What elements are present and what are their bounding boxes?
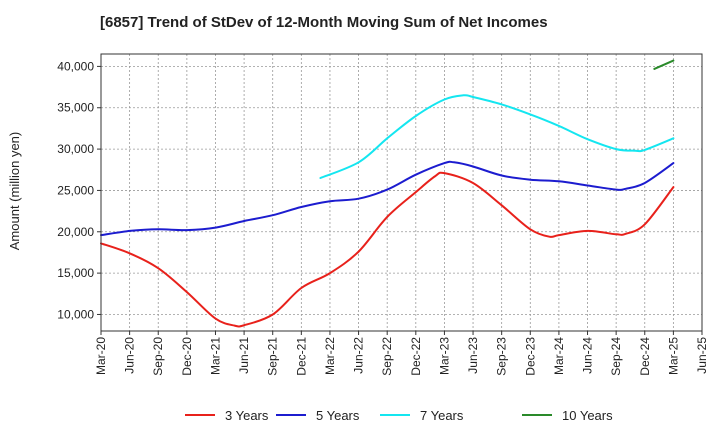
x-tick-label: Jun-20: [123, 337, 137, 374]
series-line-3-years: [100, 171, 675, 328]
x-tick-label: Dec-20: [180, 337, 194, 376]
x-tick-label: Dec-23: [523, 337, 537, 376]
x-tick-label: Jun-23: [466, 337, 480, 374]
chart-title: [6857] Trend of StDev of 12-Month Moving…: [100, 14, 548, 31]
legend-label: 7 Years: [420, 407, 464, 423]
x-tick-label: Dec-24: [638, 337, 652, 376]
y-tick-label: 30,000: [57, 142, 94, 156]
legend-label: 3 Years: [225, 407, 269, 423]
y-axis-title: Amount (million yen): [7, 132, 22, 251]
y-tick-label: 40,000: [57, 59, 94, 73]
series-line-7-years: [319, 94, 675, 179]
plot-frame: [100, 53, 703, 332]
series-layer: [100, 59, 675, 328]
x-tick-label: Mar-25: [666, 337, 680, 375]
x-tick-label: Sep-23: [495, 337, 509, 376]
legend-swatch: [185, 414, 215, 416]
y-tick-label: 10,000: [57, 307, 94, 321]
x-tick-label: Sep-20: [151, 337, 165, 376]
x-tick-label: Jun-21: [237, 337, 251, 374]
legend-item-7-years: 7 Years: [380, 404, 463, 426]
legend-label: 10 Years: [562, 407, 613, 423]
grid-layer: [100, 54, 703, 331]
x-tick-label: Mar-22: [323, 337, 337, 375]
y-tick-label: 20,000: [57, 225, 94, 239]
x-tick-label: Mar-23: [437, 337, 451, 375]
x-tick-label: Sep-22: [380, 337, 394, 376]
x-tick-label: Dec-22: [409, 337, 423, 376]
y-tick-label: 25,000: [57, 183, 94, 197]
legend-item-3-years: 3 Years: [185, 404, 268, 426]
series-line-5-years: [100, 160, 675, 237]
legend-swatch: [380, 414, 410, 416]
x-tick-label: Mar-24: [552, 337, 566, 375]
x-tick-label: Sep-21: [266, 337, 280, 376]
x-tick-label: Jun-24: [581, 337, 595, 374]
legend-label: 5 Years: [316, 407, 360, 423]
legend-item-5-years: 5 Years: [276, 404, 359, 426]
y-tick-label: 15,000: [57, 266, 94, 280]
x-tick-label: Jun-25: [695, 337, 709, 374]
x-tick-label: Mar-20: [94, 337, 108, 375]
legend-swatch: [522, 414, 552, 416]
legend-item-10-years: 10 Years: [522, 404, 613, 426]
series-line-10-years: [653, 59, 675, 70]
x-tick-label: Mar-21: [208, 337, 222, 375]
legend-swatch: [276, 414, 306, 416]
x-tick-label: Dec-21: [294, 337, 308, 376]
legend: 3 Years 5 Years 7 Years 10 Years: [0, 404, 720, 426]
x-tick-label: Jun-22: [352, 337, 366, 374]
x-tick-label: Sep-24: [609, 337, 623, 376]
axis-layer: 10,000 15,000 20,000 25,000 30,000 35,000 40,0…: [57, 53, 709, 376]
y-tick-label: 35,000: [57, 101, 94, 115]
